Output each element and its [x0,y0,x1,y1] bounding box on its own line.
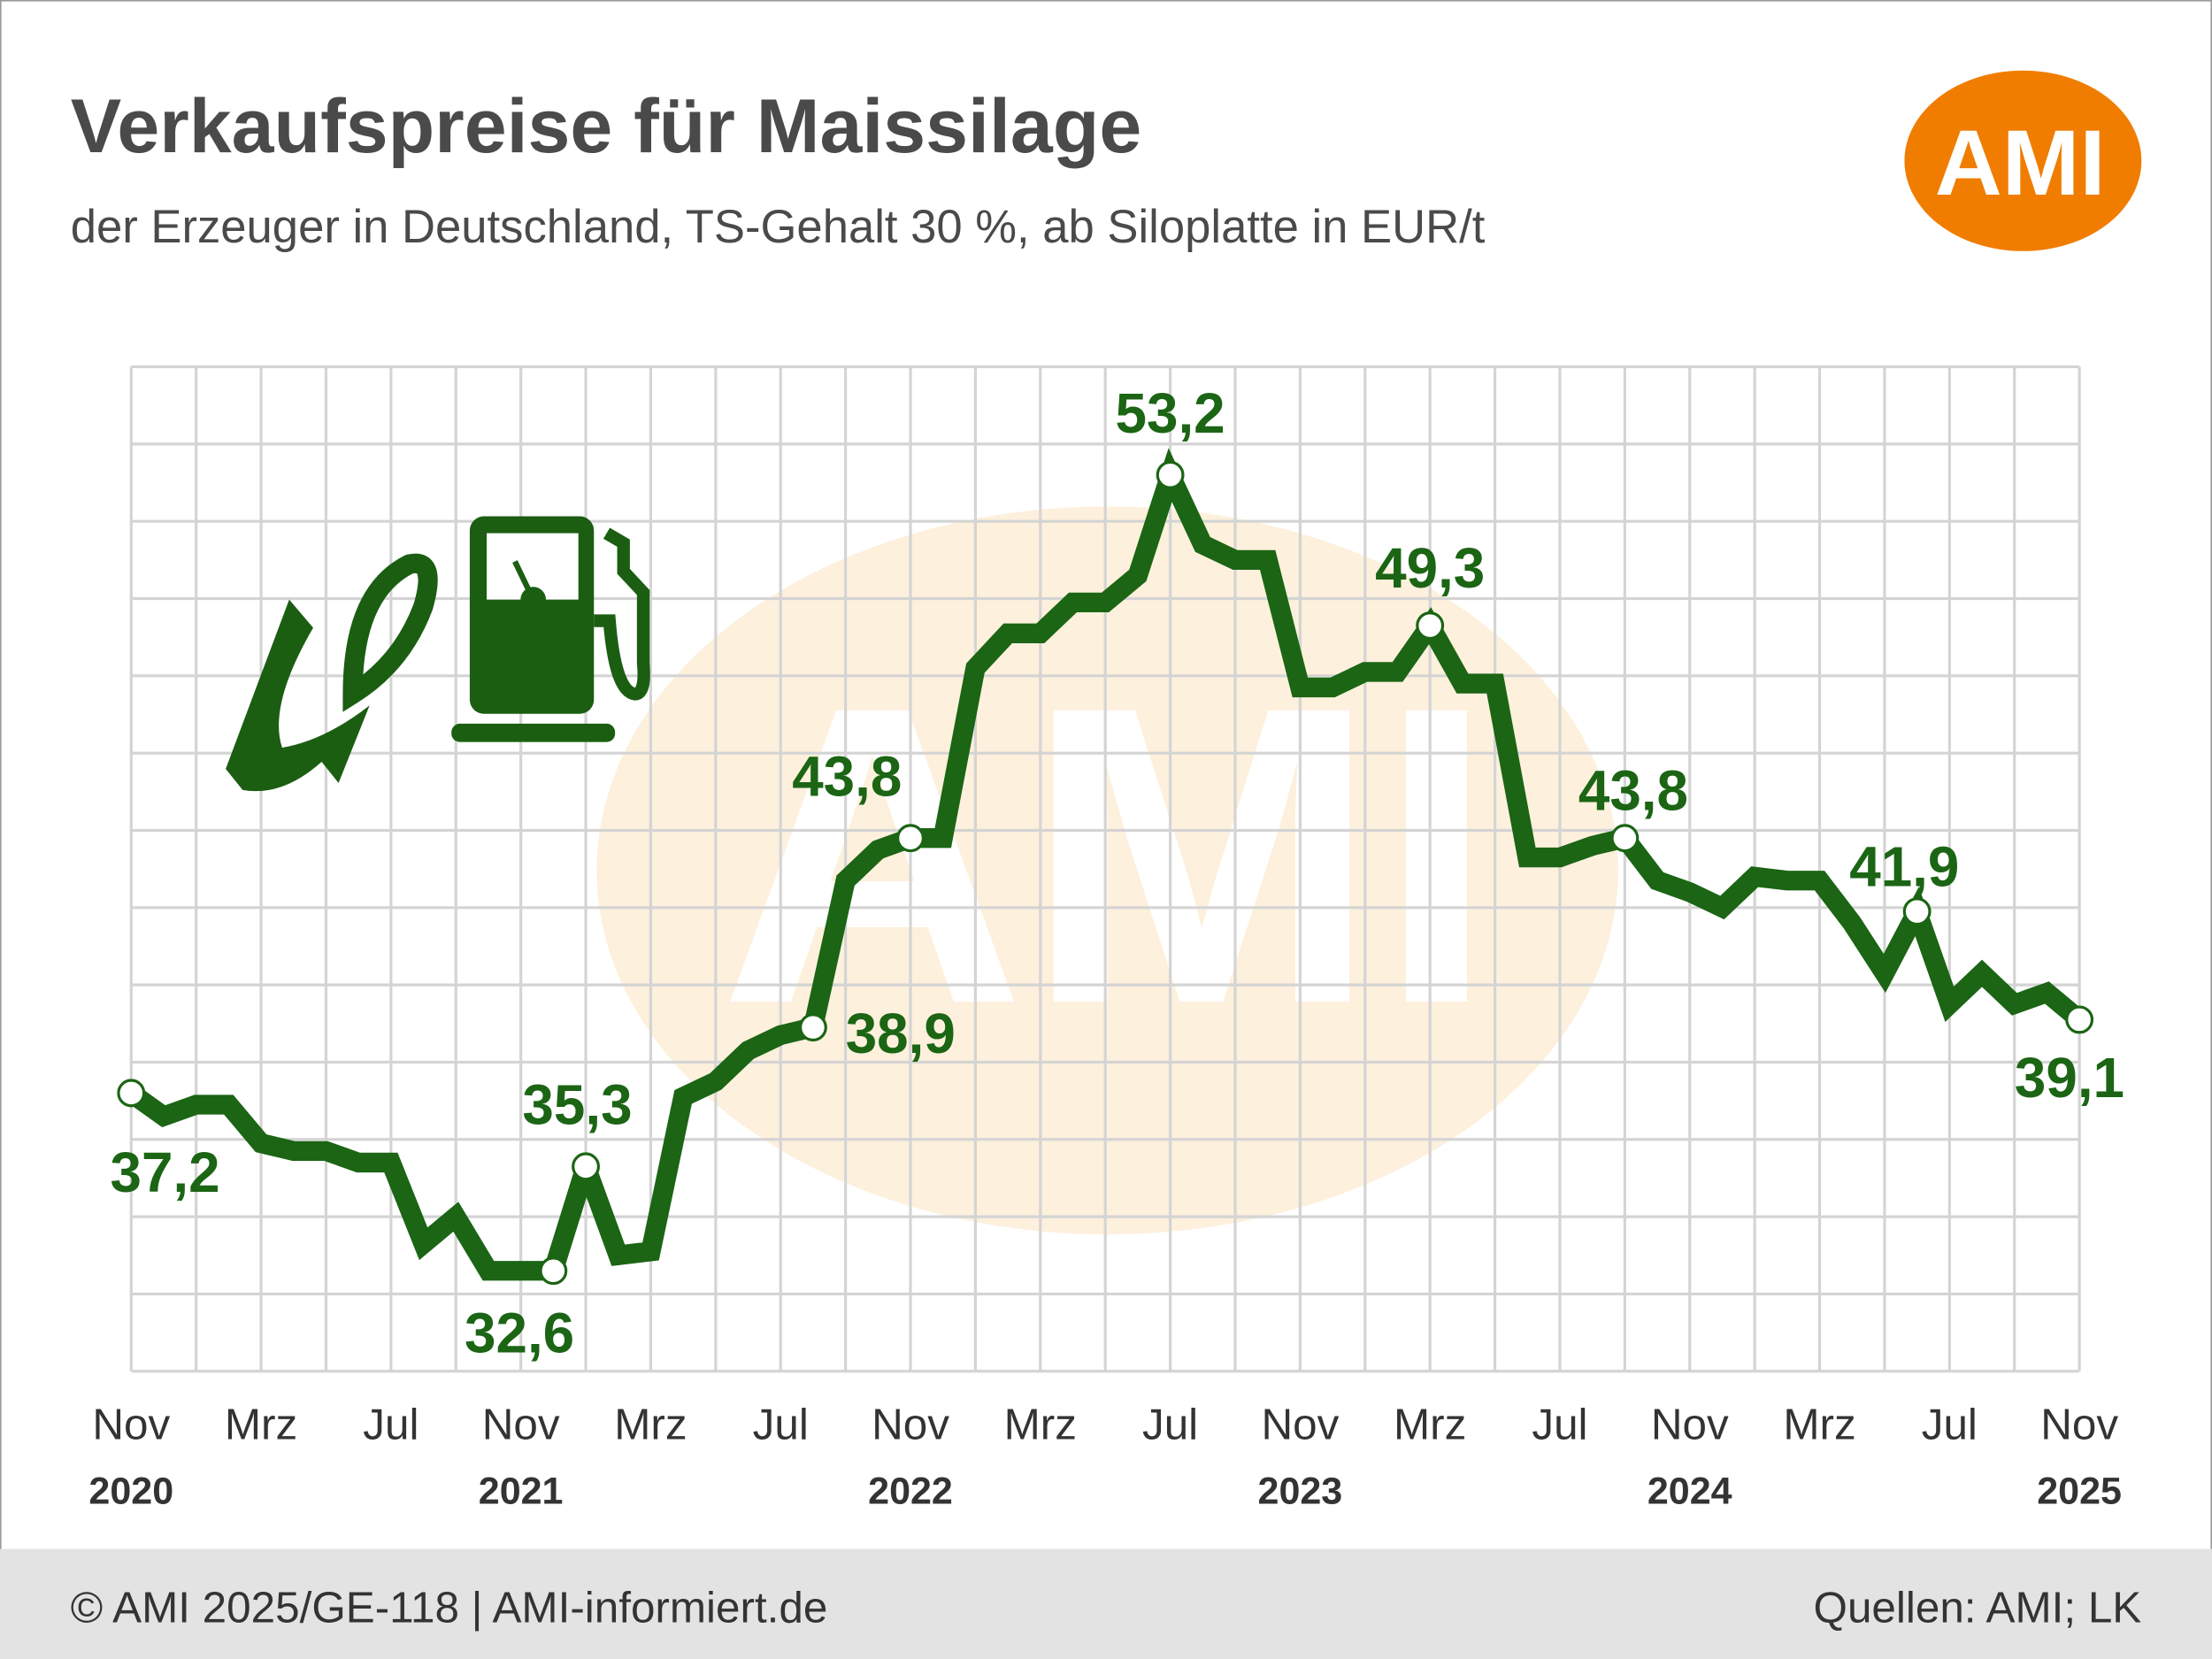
data-label: 35,3 [522,1073,632,1137]
chart-title: Verkaufspreise für Maissilage [71,84,1141,169]
x-tick-label: Jul [1142,1400,1198,1448]
data-label: 38,9 [846,1002,956,1065]
data-point-marker [572,1152,600,1181]
data-label: 32,6 [465,1302,574,1365]
data-point-marker [1610,824,1640,853]
x-tick-label: Jul [363,1400,419,1448]
x-tick-label: Mrz [1783,1400,1855,1448]
data-label: 43,8 [792,744,902,808]
data-label: 39,1 [2015,1046,2124,1110]
data-point-marker [117,1079,146,1108]
x-tick-label: Nov [1651,1400,1729,1448]
data-point-marker [539,1256,568,1286]
x-tick-label: Nov [1261,1400,1339,1448]
data-label: 49,3 [1375,536,1485,600]
pump-needle [512,560,536,601]
pump-gauge [487,533,579,600]
x-tick-label: Mrz [1004,1400,1077,1448]
x-year-label: 2024 [1647,1471,1732,1513]
x-tick-label: Nov [482,1400,560,1448]
plot-area: AMI [129,365,2081,1373]
arrow-icon [226,599,370,792]
x-tick-label: Nov [2040,1400,2118,1448]
data-point-marker [798,1013,827,1042]
footer-bar [0,1548,2212,1659]
footer-right: Quellen: AMI; LK [1814,1584,2142,1632]
x-year-label: 2023 [1258,1471,1343,1513]
data-label: 43,8 [1578,758,1688,822]
x-tick-label: Jul [1922,1400,1978,1448]
x-tick-label: Jul [1532,1400,1587,1448]
x-tick-label: Mrz [1394,1400,1466,1448]
x-year-label: 2021 [479,1471,564,1513]
data-label: 41,9 [1849,834,1959,898]
x-year-label: 2025 [2037,1471,2122,1513]
data-point-marker [1156,460,1185,489]
data-point-marker [1416,611,1445,641]
chart-subtitle: der Erzeuger in Deutschland, TS-Gehalt 3… [71,201,1486,253]
data-line [125,448,2086,1281]
x-tick-label: Nov [872,1400,949,1448]
data-label: 37,2 [110,1141,219,1204]
energy-icon [226,516,650,792]
pump-base [451,723,616,742]
logo-badge [1904,70,2142,251]
logo-text: AMI [1935,111,2106,215]
arrow-loop [342,553,438,712]
data-point-marker [896,824,925,853]
data-point-marker [2065,1005,2094,1034]
x-tick-label: Mrz [614,1400,687,1448]
footer-left: © AMI 2025/GE-118 | AMI-informiert.de [71,1584,828,1632]
pump-hose [594,527,650,701]
grid [129,365,2081,1373]
watermark-text: AMI [719,619,1495,1092]
watermark-badge [596,506,1618,1235]
x-tick-label: Nov [92,1400,170,1448]
x-year-label: 2020 [88,1471,173,1513]
x-tick-label: Jul [753,1400,809,1448]
data-label: 53,2 [1116,381,1225,445]
x-year-label: 2022 [868,1471,953,1513]
x-tick-label: Mrz [225,1400,297,1448]
data-point-marker [1902,897,1932,926]
